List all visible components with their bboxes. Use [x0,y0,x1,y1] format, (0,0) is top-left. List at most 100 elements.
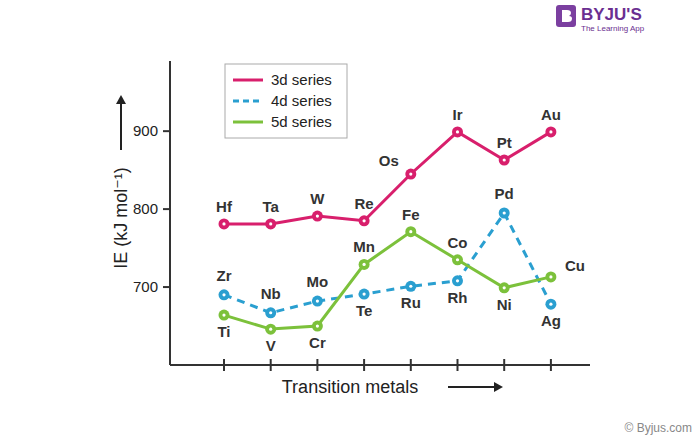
point-center [549,303,552,306]
point-label: Hf [216,198,233,215]
point-label: Au [541,106,561,123]
point-center [316,215,319,218]
point-label: Mo [307,273,329,290]
logo-glyph [562,10,572,22]
x-tick [410,359,412,371]
point [405,281,416,292]
point-center [503,158,506,161]
point-label: Ni [497,296,512,313]
point-center [363,292,366,295]
y-tick [163,130,170,132]
point-center [316,324,319,327]
point-center [503,211,506,214]
x-tick [223,359,225,371]
series-line [224,213,551,313]
point-center [456,130,459,133]
point-label: Ag [541,312,561,329]
point-label: Mn [353,238,375,255]
point-center [503,286,506,289]
point [545,299,556,310]
copyright: © Byjus.com [624,421,692,435]
point-center [409,172,412,175]
point-label: Cu [565,257,585,274]
point-center [269,222,272,225]
point-center [222,314,225,317]
y-tick [163,208,170,210]
point [452,126,463,137]
point [545,126,556,137]
point [359,259,370,270]
point [405,169,416,180]
legend-label: 5d series [271,113,332,130]
series-line [224,132,551,224]
y-tick [163,286,170,288]
point [219,289,230,300]
x-tick [363,359,365,371]
legend-swatch [233,79,263,82]
legend-box [225,64,347,138]
point-label: V [266,337,276,354]
point-center [363,263,366,266]
point-label: Rh [448,289,468,306]
point [312,211,323,222]
x-tick [550,359,552,371]
point-label: Cr [309,334,326,351]
point-center [269,311,272,314]
point-label: Fe [402,206,420,223]
chart: 700800900Transition metalsIE (kJ mol⁻¹)H… [0,0,700,439]
y-arrow [120,104,122,150]
x-tick [270,359,272,371]
point [312,321,323,332]
legend: 3d series4d series5d series [225,64,347,138]
point-center [456,258,459,261]
point [265,307,276,318]
point-label: Ti [217,323,230,340]
x-axis-label: Transition metals [282,377,418,397]
point-label: Pd [495,185,514,202]
point-center [222,293,225,296]
x-arrow-head [494,382,503,392]
point [265,324,276,335]
point-center [549,275,552,278]
point-center [363,219,366,222]
logo-text: BYJU'S [581,5,642,24]
point [452,275,463,286]
point-label: Ir [452,106,462,123]
point-label: Ru [401,294,421,311]
series-line [224,232,551,329]
point-label: W [310,190,325,207]
point-center [222,222,225,225]
y-tick-label: 900 [133,122,158,139]
plot-area [219,126,557,334]
point-center [549,130,552,133]
x-tick [316,359,318,371]
point-label: Ta [262,198,279,215]
point [545,271,556,282]
point-label: Pt [497,134,512,151]
point-label: Zr [217,267,232,284]
point [312,296,323,307]
y-axis [169,61,171,365]
point [499,154,510,165]
x-axis [170,364,590,366]
point-label: Nb [261,285,281,302]
point-center [456,279,459,282]
point [499,208,510,219]
x-tick [457,359,459,371]
point [452,254,463,265]
point-label: Te [356,302,372,319]
point-center [409,285,412,288]
x-arrow [448,386,494,388]
y-tick-label: 800 [133,200,158,217]
logo-icon [556,5,576,27]
legend-swatch [233,100,263,103]
point [219,310,230,321]
legend-label: 4d series [271,92,332,109]
point [359,289,370,300]
point-center [409,230,412,233]
x-tick [503,359,505,371]
point-center [269,328,272,331]
point-labels: HfTaWReOsIrPtAuZrNbMoTeRuRhPdAgTiVCrMnFe… [216,106,585,354]
y-arrow-head [116,95,126,104]
legend-swatch [233,121,263,124]
